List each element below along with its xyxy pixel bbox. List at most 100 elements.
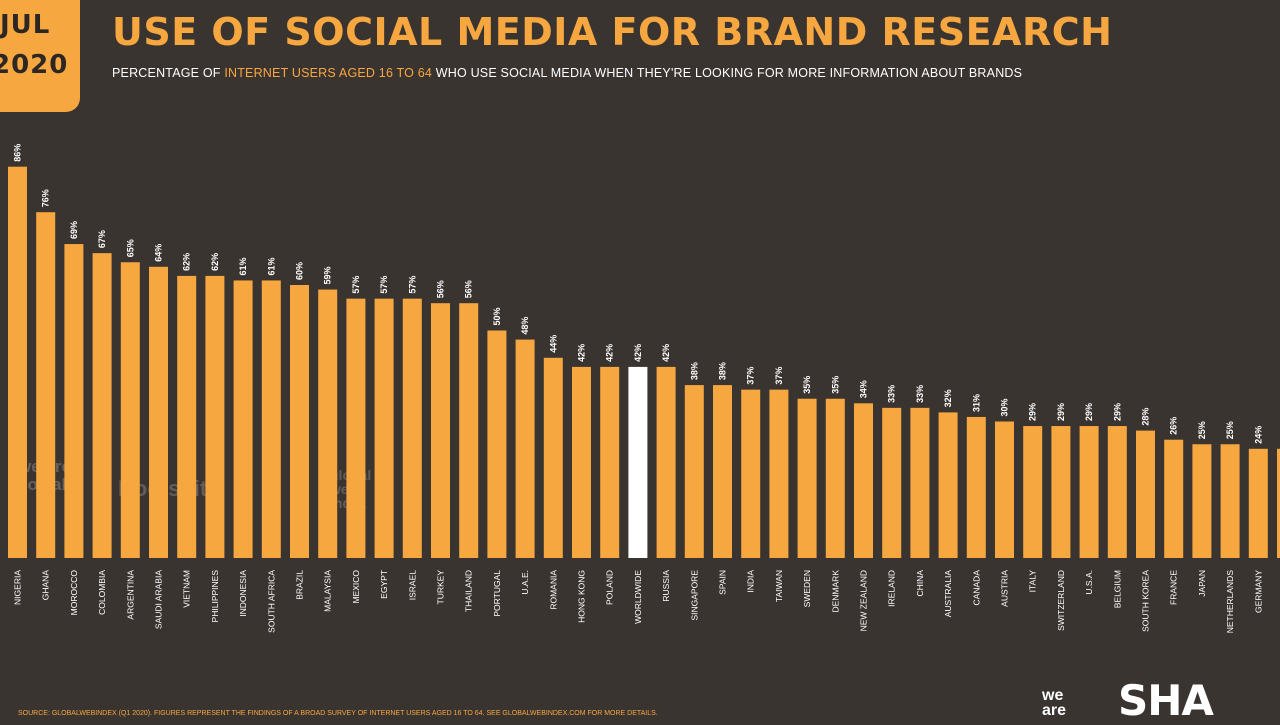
value-label-denmark: 35% [830, 376, 840, 394]
bar-russia [656, 366, 676, 558]
value-label-egypt: 57% [379, 276, 389, 294]
category-label-israel: ISRAEL [407, 570, 417, 601]
value-label-poland: 42% [605, 344, 615, 362]
badge-year: 2020 [0, 50, 69, 80]
value-label-taiwan: 37% [774, 367, 784, 385]
bar-netherlands [1220, 444, 1240, 558]
value-label-south-africa: 61% [266, 257, 276, 275]
bar-poland [600, 366, 620, 558]
subtitle-pre: PERCENTAGE OF [112, 66, 225, 80]
category-label-nigeria: NIGERIA [13, 570, 23, 605]
value-label-singapore: 38% [689, 362, 699, 380]
value-label-philippines: 62% [210, 253, 220, 271]
value-label-russia: 42% [661, 344, 671, 362]
bar-worldwide [628, 366, 648, 558]
category-label-philippines: PHILIPPINES [210, 570, 220, 623]
category-label-france: FRANCE [1169, 570, 1179, 605]
bar-egypt [374, 298, 394, 558]
value-label-turkey: 56% [436, 280, 446, 298]
value-label-italy: 29% [1028, 403, 1038, 421]
category-label-indonesia: INDONESIA [238, 570, 248, 617]
category-label-brazil: BRAZIL [295, 570, 305, 600]
bar-sweden [797, 398, 817, 558]
category-label-canada: CANADA [971, 570, 981, 606]
bar-new-zealand [854, 403, 873, 558]
category-label-morocco: MOROCCO [69, 570, 79, 616]
wearesocial-logo: we are [1042, 687, 1067, 719]
bar-malaysia [318, 289, 338, 558]
bar-argentina [120, 262, 140, 558]
category-label-romania: ROMANIA [548, 570, 558, 610]
bar-mexico [346, 298, 366, 558]
bar-u-k [1277, 448, 1280, 558]
category-label-u-s-a: U.S.A. [1084, 570, 1094, 595]
value-label-colombia: 67% [97, 230, 107, 248]
bar-switzerland [1051, 426, 1071, 558]
category-label-india: INDIA [746, 570, 756, 593]
category-label-argentina: ARGENTINA [125, 570, 135, 620]
bar-india [741, 389, 761, 558]
bar-ghana [36, 212, 56, 558]
bar-indonesia [233, 280, 253, 558]
bar-saudi-arabia [149, 266, 168, 558]
bar-australia [938, 412, 958, 558]
category-label-ghana: GHANA [41, 570, 51, 601]
category-label-spain: SPAIN [718, 570, 728, 595]
value-label-switzerland: 29% [1056, 403, 1066, 421]
category-label-australia: AUSTRALIA [943, 570, 953, 618]
category-label-malaysia: MALAYSIA [323, 570, 333, 612]
value-label-argentina: 65% [125, 239, 135, 257]
value-label-canada: 31% [971, 394, 981, 412]
bar-ireland [882, 407, 902, 558]
bar-belgium [1107, 426, 1127, 558]
category-label-egypt: EGYPT [379, 570, 389, 599]
category-label-poland: POLAND [605, 570, 615, 605]
bar-taiwan [769, 389, 789, 558]
value-label-france: 26% [1169, 417, 1179, 435]
bar-japan [1192, 444, 1212, 558]
bar-portugal [487, 330, 507, 558]
bar-austria [995, 421, 1014, 558]
value-label-thailand: 56% [464, 280, 474, 298]
category-label-mexico: MEXICO [351, 570, 361, 604]
category-label-netherlands: NETHERLANDS [1225, 570, 1235, 634]
value-label-u-a-e: 48% [520, 317, 530, 335]
bar-colombia [92, 253, 112, 558]
value-label-nigeria: 86% [13, 144, 23, 162]
value-label-australia: 32% [943, 389, 953, 407]
category-label-taiwan: TAIWAN [774, 570, 784, 602]
bar-nigeria [8, 166, 27, 558]
category-label-colombia: COLOMBIA [97, 570, 107, 615]
chart-subtitle: PERCENTAGE OF INTERNET USERS AGED 16 TO … [112, 66, 1022, 80]
bar-u-s-a [1079, 426, 1099, 558]
category-label-vietnam: VIETNAM [182, 570, 192, 608]
value-label-mexico: 57% [351, 276, 361, 294]
sha-logo: SHA [1118, 676, 1214, 725]
category-label-russia: RUSSIA [661, 570, 671, 602]
category-label-belgium: BELGIUM [1112, 570, 1122, 608]
value-label-saudi-arabia: 64% [154, 244, 164, 262]
bar-hong-kong [572, 366, 591, 558]
bar-italy [1023, 426, 1043, 558]
value-label-sweden: 35% [802, 376, 812, 394]
badge-month: JUL [0, 10, 51, 40]
category-label-sweden: SWEDEN [802, 570, 812, 607]
bar-thailand [459, 303, 479, 558]
category-label-new-zealand: NEW ZEALAND [859, 570, 869, 631]
bar-china [910, 407, 930, 558]
bar-canada [966, 416, 986, 558]
bar-south-korea [1136, 430, 1155, 558]
bar-romania [543, 357, 563, 558]
category-label-u-a-e: U.A.E. [520, 570, 530, 595]
bar-germany [1248, 448, 1268, 558]
category-label-turkey: TURKEY [436, 570, 446, 605]
bar-singapore [684, 385, 704, 558]
value-label-new-zealand: 34% [859, 380, 869, 398]
value-label-israel: 57% [407, 276, 417, 294]
value-label-china: 33% [915, 385, 925, 403]
value-label-south-korea: 28% [1141, 408, 1151, 426]
value-label-spain: 38% [718, 362, 728, 380]
value-label-ghana: 76% [41, 189, 51, 207]
value-label-japan: 25% [1197, 421, 1207, 439]
